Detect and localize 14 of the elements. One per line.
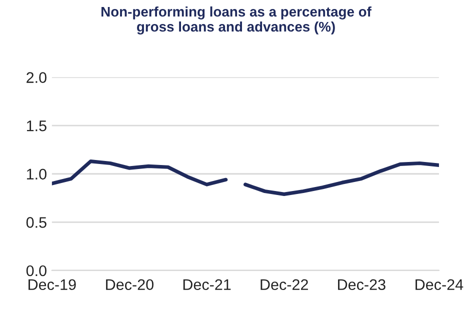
line-series: [52, 160, 228, 186]
x-tick-label: Dec-24: [416, 279, 464, 290]
y-tick-label: 1.0: [26, 168, 46, 180]
x-tick-label: Dec-22: [260, 279, 308, 290]
y-tick-label: 1.5: [26, 120, 46, 132]
x-tick-label: Dec-21: [183, 279, 231, 290]
y-tick-label: 0.5: [26, 217, 46, 228]
x-tick-label: Dec-23: [338, 279, 386, 290]
chart-title: Non-performing loans as a percentage of gross loans and advances (%): [102, 6, 372, 34]
y-tick-label: 2.0: [26, 72, 46, 83]
x-tick-label: Dec-20: [106, 279, 154, 290]
line-series: [244, 161, 439, 196]
x-tick-label: Dec-19: [28, 279, 76, 290]
y-tick-label: 0.0: [26, 265, 46, 276]
